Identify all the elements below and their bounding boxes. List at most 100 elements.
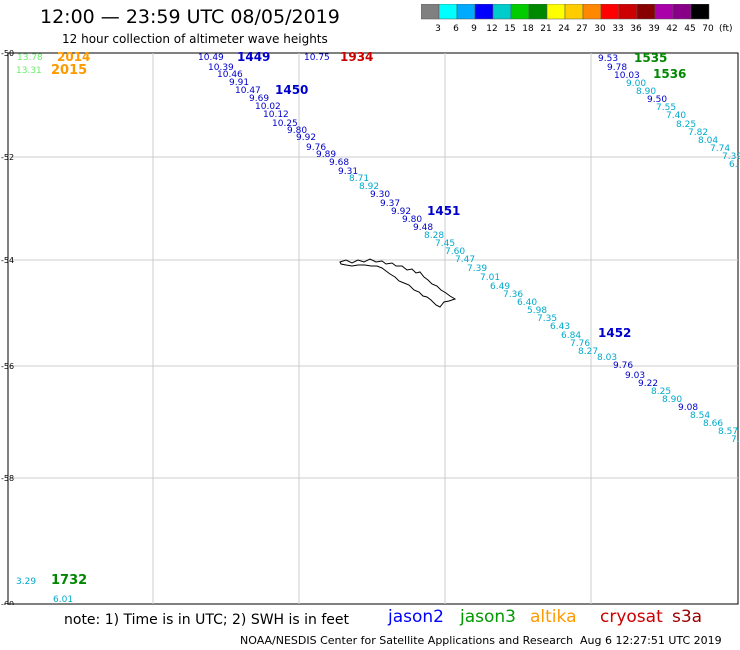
satellite-legend-jason3: jason3	[460, 607, 516, 627]
pass-time-label: 1451	[427, 204, 460, 218]
color-scale-tick: 15	[504, 24, 515, 34]
wave-height-label: 13.78	[17, 53, 43, 63]
satellite-legend-altika: altika	[530, 607, 577, 627]
altimeter-map: -50-52-54-56-58-60-45-42-39-36-33-30 13.…	[1, 49, 740, 605]
units-note: note: 1) Time is in UTC; 2) SWH is in fe…	[64, 612, 350, 628]
color-scale-tick: 9	[471, 24, 477, 34]
wave-height-label: 8.04	[698, 136, 718, 146]
wave-height-label: 6.84	[561, 331, 581, 341]
south-georgia-coastline	[339, 258, 457, 308]
latitude-label: -50	[1, 49, 14, 58]
wave-height-label: 9.91	[229, 78, 249, 88]
wave-height-label: 8.66	[703, 419, 723, 429]
axis-labels: -50-52-54-56-58-60-45-42-39-36-33-30	[1, 49, 14, 605]
latitude-label: -58	[1, 474, 14, 483]
wave-height-label: 9.08	[678, 403, 698, 413]
wave-height-label: 13.31	[16, 66, 42, 76]
pass-time-label: 1934	[340, 50, 373, 64]
wave-height-label: 8.25	[676, 120, 696, 130]
wave-height-label: 9.69	[249, 94, 269, 104]
color-scale-tick: 45	[684, 24, 695, 34]
pass-time-label: 1452	[598, 326, 631, 340]
wave-height-label: 7.39	[722, 152, 740, 162]
wave-height-label: 6.	[729, 160, 738, 170]
wave-height-label: 10.75	[304, 53, 330, 63]
color-scale-tick: 42	[666, 24, 677, 34]
wave-height-label: 8.25	[651, 387, 671, 397]
wave-height-label: 8.90	[636, 87, 656, 97]
wave-height-label: 9.03	[625, 371, 645, 381]
wave-height-label: 10.25	[272, 119, 298, 129]
wave-height-label: 7.39	[467, 264, 487, 274]
wave-height-label: 10.03	[614, 71, 640, 81]
latitude-label: -54	[1, 256, 14, 265]
pass-time-label: 1449	[237, 50, 270, 64]
wave-height-label: 10.39	[208, 63, 234, 73]
satellite-legend-s3a: s3a	[672, 607, 703, 627]
color-scale-tick: 21	[540, 24, 551, 34]
color-scale-tick: 33	[612, 24, 623, 34]
wave-height-label: 7.	[731, 435, 740, 445]
wave-height-label: 9.37	[380, 199, 400, 209]
wave-height-label: 9.78	[607, 63, 627, 73]
wave-height-label: 9.50	[647, 95, 667, 105]
map-frame	[7, 52, 739, 605]
wave-height-label: 9.48	[413, 223, 433, 233]
wave-height-label: 7.60	[445, 247, 465, 257]
wave-height-label: 8.27	[578, 347, 598, 357]
map-title: 12:00 — 23:59 UTC 08/05/2019	[40, 6, 340, 28]
color-scale-unit: (ft)	[719, 24, 733, 34]
wave-height-label: 5.98	[527, 306, 547, 316]
color-scale-tick: 18	[522, 24, 534, 34]
wave-height-label: 9.30	[370, 190, 390, 200]
pass-time-label: 2014	[57, 50, 90, 64]
wave-height-label: 10.12	[263, 110, 289, 120]
color-scale-legend: 3 6 9 12 15 18 21 24 27 30 33 36 39 42 45 70 (ft)	[421, 4, 733, 34]
color-scale-tick: 30	[594, 24, 606, 34]
wave-height-label: 6.43	[550, 322, 570, 332]
wave-height-label: 10.02	[255, 102, 281, 112]
wave-height-label: 7.55	[656, 103, 676, 113]
map-subtitle: 12 hour collection of altimeter wave hei…	[62, 32, 328, 46]
pass-time-label: 1450	[275, 83, 308, 97]
wave-height-label: 6.40	[517, 298, 537, 308]
wave-height-label: 7.45	[435, 239, 455, 249]
satellite-legend-cryosat: cryosat	[600, 607, 663, 627]
pass-time-label: 1536	[653, 67, 686, 81]
wave-height-label: 8.90	[662, 395, 682, 405]
color-scale-tick: 70	[702, 24, 714, 34]
color-scale-tick: 24	[558, 24, 570, 34]
wave-height-label: 7.36	[503, 290, 523, 300]
color-scale-tick: 39	[648, 24, 660, 34]
color-scale-tick: 36	[630, 24, 642, 34]
pass-time-label: 1535	[634, 51, 667, 65]
wave-height-label: 9.53	[598, 54, 618, 64]
wave-height-label: 7.76	[570, 339, 590, 349]
color-scale-tick: 3	[435, 24, 441, 34]
wave-height-label: 7.74	[710, 144, 730, 154]
wave-height-label: 7.47	[455, 255, 475, 265]
wave-height-label: 8.71	[349, 174, 369, 184]
wave-height-label: 9.89	[316, 150, 336, 160]
wave-height-label: 7.01	[480, 273, 500, 283]
color-scale-tick: 12	[486, 24, 497, 34]
wave-height-label: 9.80	[287, 126, 307, 136]
color-scale-tick: 27	[576, 24, 587, 34]
wave-height-label: 9.22	[638, 379, 658, 389]
wave-height-label: 10.47	[235, 86, 261, 96]
wave-height-label: 6.01	[53, 595, 73, 605]
wave-height-label: 10.49	[198, 53, 224, 63]
wave-height-label: 8.28	[424, 231, 444, 241]
color-scale-tick: 6	[453, 24, 459, 34]
wave-height-label: 7.82	[688, 128, 708, 138]
wave-height-label: 7.40	[666, 111, 686, 121]
footer-credit: NOAA/NESDIS Center for Satellite Applica…	[240, 634, 574, 647]
satellite-legend-jason2: jason2	[388, 607, 444, 627]
wave-height-label: 6.49	[490, 282, 510, 292]
footer-timestamp: Aug 6 12:27:51 UTC 2019	[580, 634, 722, 647]
color-swatch	[690, 4, 710, 20]
latitude-label: -56	[1, 362, 14, 371]
wave-height-label: 8.54	[690, 411, 710, 421]
wave-height-label: 9.00	[626, 79, 646, 89]
